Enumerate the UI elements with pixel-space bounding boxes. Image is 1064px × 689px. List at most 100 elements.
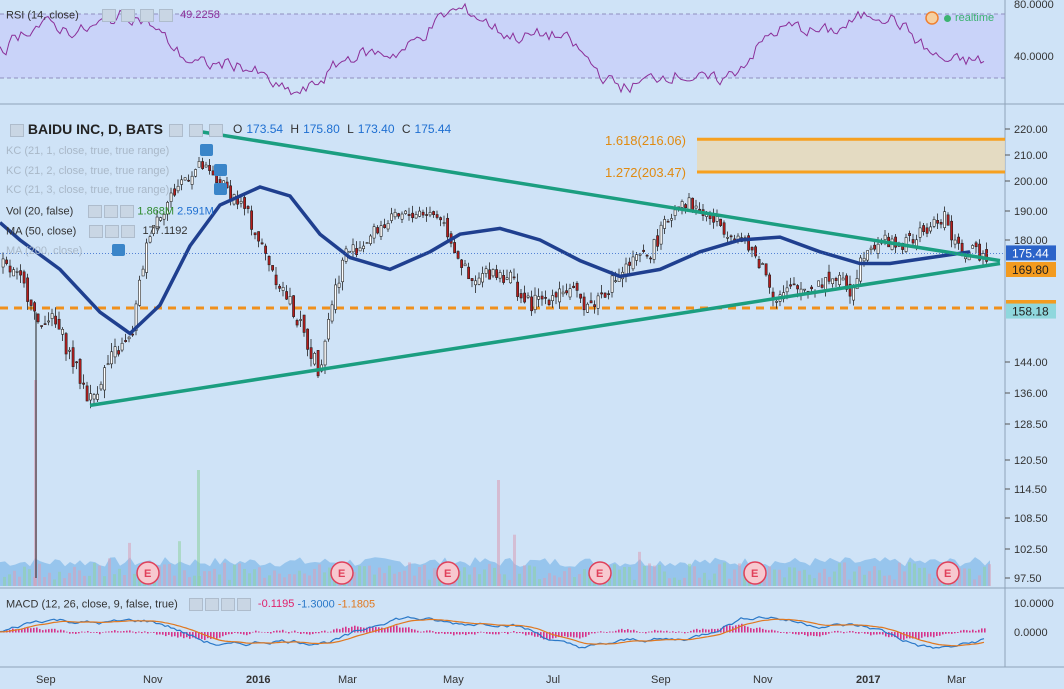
- rsi-settings2-icon[interactable]: [120, 9, 135, 22]
- price-axis-label: 114.50: [1014, 484, 1047, 496]
- rsi-settings-icon[interactable]: [101, 9, 116, 22]
- macd-histogram-bar: [123, 631, 125, 633]
- vol-settings-icon[interactable]: [88, 205, 103, 218]
- macd-histogram-bar: [147, 632, 149, 634]
- candle: [533, 294, 537, 310]
- vol-close-icon[interactable]: [104, 205, 119, 218]
- candle: [397, 213, 401, 217]
- macd-histogram-bar: [813, 632, 815, 637]
- candle: [722, 222, 726, 235]
- macd-histogram-bar: [456, 632, 458, 635]
- macd-histogram-bar: [246, 632, 248, 636]
- candle: [600, 292, 604, 295]
- candle: [446, 217, 450, 238]
- volume-bar: [693, 566, 696, 586]
- volume-bar: [88, 575, 91, 586]
- kc3-visibility-icon[interactable]: [214, 183, 227, 195]
- macd-histogram-bar: [255, 630, 257, 633]
- candle: [8, 265, 12, 273]
- symbol-settings-icon[interactable]: [168, 123, 183, 137]
- volume-bar: [13, 570, 16, 586]
- volume-bar: [473, 567, 476, 586]
- candle: [978, 243, 982, 261]
- macd-histogram-bar: [285, 631, 287, 633]
- volume-bar: [53, 579, 56, 586]
- macd-histogram-bar: [726, 625, 728, 633]
- macd-histogram-bar: [279, 630, 281, 633]
- rsi-more-icon[interactable]: [159, 9, 173, 22]
- volume-bar: [933, 578, 936, 586]
- volume-bar: [328, 567, 331, 586]
- candle: [246, 206, 250, 209]
- macd-histogram-bar: [708, 629, 710, 633]
- vol-more-icon[interactable]: [120, 205, 135, 218]
- macd-histogram-bar: [789, 631, 791, 633]
- vol-value-1: 1.868M: [137, 205, 175, 218]
- candle: [470, 278, 474, 282]
- symbol-more-icon[interactable]: [208, 123, 223, 137]
- kc2-visibility-icon[interactable]: [214, 164, 227, 176]
- collapse-icon[interactable]: [10, 123, 24, 137]
- candle: [187, 179, 191, 182]
- volume-bar: [703, 572, 706, 586]
- candle: [19, 270, 23, 276]
- macd-histogram-bar: [765, 629, 767, 633]
- macd-histogram-bar: [63, 630, 65, 633]
- macd-more-icon[interactable]: [236, 598, 251, 611]
- macd-histogram-bar: [984, 628, 986, 633]
- candle: [274, 274, 278, 286]
- candle: [610, 275, 614, 293]
- symbol-close-icon[interactable]: [188, 123, 203, 137]
- macd-histogram-bar: [585, 632, 587, 637]
- candle: [554, 292, 558, 298]
- macd-histogram-bar: [618, 629, 620, 633]
- fib-label-2: 1.272(203.47): [605, 165, 686, 180]
- candle: [68, 349, 72, 352]
- macd-histogram-bar: [213, 632, 215, 639]
- rsi-close-icon[interactable]: [139, 9, 154, 22]
- volume-bar: [183, 570, 186, 586]
- macd-settings2-icon[interactable]: [204, 598, 219, 611]
- macd-histogram-bar: [204, 632, 206, 641]
- macd-histogram-bar: [498, 632, 500, 635]
- macd-histogram-bar: [357, 626, 359, 633]
- macd-histogram-bar: [24, 627, 26, 633]
- kc1-visibility-icon[interactable]: [200, 144, 213, 156]
- macd-histogram-bar: [303, 632, 305, 634]
- macd-histogram-bar: [837, 630, 839, 633]
- volume-bar: [868, 571, 871, 586]
- volume-bar: [538, 579, 541, 586]
- macd-histogram-bar: [570, 632, 572, 637]
- macd-settings-icon[interactable]: [188, 598, 203, 611]
- earnings-marker: [743, 561, 767, 585]
- realtime-indicator: realtime: [944, 12, 994, 24]
- candle: [838, 274, 842, 286]
- macd-histogram-bar: [825, 632, 827, 635]
- macd-histogram-bar: [975, 630, 977, 633]
- candle: [106, 363, 110, 365]
- earnings-marker-label: E: [751, 568, 758, 580]
- candle: [141, 268, 145, 277]
- macd-histogram-bar: [852, 631, 854, 633]
- ma50-more-icon[interactable]: [121, 225, 136, 238]
- macd-histogram-bar: [600, 631, 602, 633]
- earnings-marker-label: E: [444, 568, 451, 580]
- volume-bar: [188, 577, 191, 586]
- close-value: 175.44: [414, 122, 452, 136]
- ma50-close-icon[interactable]: [105, 225, 120, 238]
- candle: [5, 259, 9, 264]
- macd-histogram-bar: [951, 632, 953, 634]
- ma200-visibility-icon[interactable]: [112, 244, 125, 256]
- candle: [764, 263, 768, 276]
- candle: [204, 164, 208, 168]
- macd-histogram-bar: [666, 630, 668, 633]
- macd-close-icon[interactable]: [220, 598, 235, 611]
- macd-histogram-bar: [957, 632, 959, 633]
- macd-histogram-bar: [114, 630, 116, 633]
- ma50-line: [0, 185, 971, 336]
- macd-histogram-bar: [849, 631, 851, 633]
- ma50-settings-icon[interactable]: [89, 225, 104, 238]
- macd-histogram-bar: [129, 630, 131, 633]
- alert-marker-icon: [925, 11, 939, 25]
